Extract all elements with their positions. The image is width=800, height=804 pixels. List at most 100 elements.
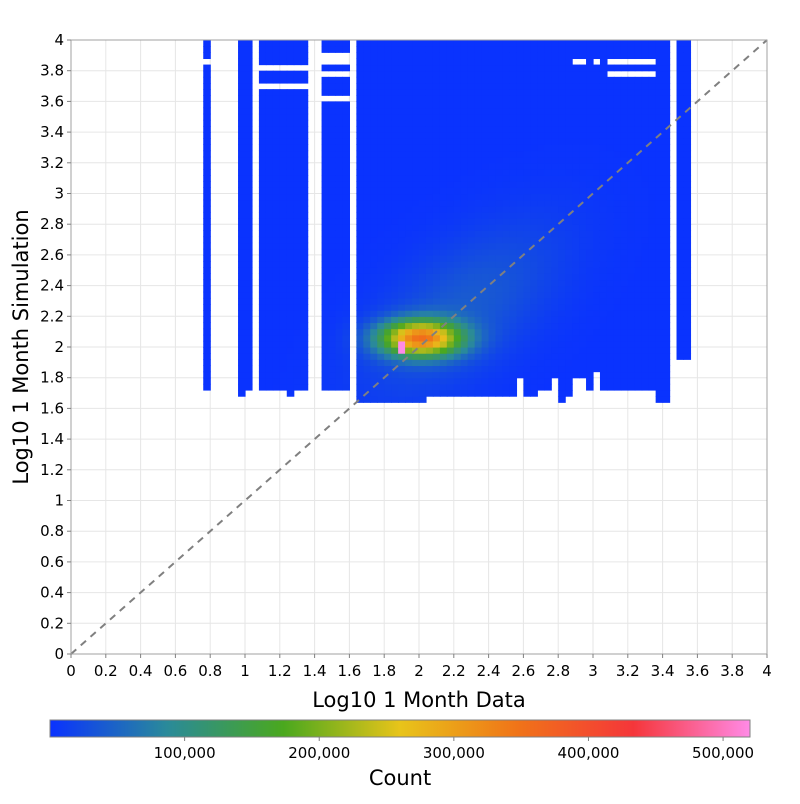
heatmap-cell	[412, 40, 420, 47]
heatmap-cell	[321, 310, 330, 317]
heatmap-cell	[495, 187, 504, 195]
heatmap-cell	[530, 285, 538, 293]
heatmap-cell	[481, 101, 490, 109]
heatmap-cell	[398, 101, 406, 109]
heatmap-cell	[398, 389, 406, 397]
heatmap-cell	[453, 156, 462, 164]
heatmap-cell	[405, 261, 413, 268]
heatmap-cell	[530, 193, 538, 201]
heatmap-cell	[328, 261, 337, 268]
heatmap-cell	[460, 316, 469, 324]
x-tick-label: 3.4	[651, 662, 675, 680]
heatmap-cell	[655, 377, 664, 385]
heatmap-cell	[258, 46, 267, 53]
heatmap-cell	[613, 181, 622, 188]
heatmap-cell	[272, 242, 281, 250]
heatmap-cell	[627, 218, 636, 225]
heatmap-cell	[551, 162, 559, 170]
heatmap-cell	[558, 132, 566, 139]
heatmap-cell	[606, 101, 615, 109]
heatmap-cell	[544, 64, 552, 72]
heatmap-cell	[599, 107, 608, 115]
heatmap-cell	[293, 347, 302, 354]
heatmap-cell	[335, 89, 344, 96]
heatmap-cell	[460, 322, 469, 330]
heatmap-cell	[245, 353, 253, 360]
heatmap-cell	[245, 347, 253, 354]
heatmap-cell	[377, 138, 385, 145]
heatmap-cell	[328, 64, 337, 72]
heatmap-cell	[613, 242, 622, 250]
heatmap-cell	[648, 242, 657, 250]
heatmap-cell	[238, 224, 246, 231]
heatmap-cell	[391, 396, 399, 403]
heatmap-cell	[398, 316, 406, 324]
heatmap-cell	[641, 224, 650, 231]
heatmap-cell	[544, 279, 552, 287]
heatmap-cell	[286, 193, 295, 201]
heatmap-cell	[328, 285, 337, 293]
heatmap-cell	[439, 365, 448, 373]
heatmap-cell	[593, 113, 601, 121]
heatmap-cell	[245, 70, 253, 78]
heatmap-cell	[565, 95, 573, 102]
heatmap-cell	[203, 113, 211, 121]
heatmap-cell	[398, 261, 406, 268]
heatmap-cell	[599, 46, 608, 53]
heatmap-cell	[460, 187, 469, 195]
heatmap-cell	[586, 156, 594, 164]
heatmap-cell	[425, 322, 434, 330]
heatmap-cell	[377, 218, 385, 225]
heatmap-cell	[328, 107, 337, 115]
heatmap-cell	[258, 113, 267, 121]
heatmap-cell	[300, 267, 309, 274]
heatmap-cell	[439, 211, 448, 219]
heatmap-cell	[398, 224, 406, 231]
heatmap-cell	[356, 248, 364, 256]
heatmap-cell	[203, 261, 211, 268]
heatmap-cell	[523, 340, 531, 348]
heatmap-cell	[599, 175, 608, 182]
heatmap-cell	[551, 261, 559, 268]
heatmap-cell	[425, 40, 434, 47]
heatmap-cell	[405, 273, 413, 281]
heatmap-cell	[412, 285, 420, 293]
heatmap-cell	[634, 156, 643, 164]
heatmap-cell	[238, 76, 246, 84]
heatmap-cell	[551, 76, 559, 84]
heatmap-cell	[655, 64, 664, 72]
heatmap-cell	[488, 248, 497, 256]
heatmap-cell	[460, 334, 469, 342]
heatmap-cell	[439, 316, 448, 324]
heatmap-cell	[676, 175, 685, 182]
heatmap-cell	[432, 46, 441, 53]
heatmap-cell	[203, 132, 211, 139]
heatmap-cell	[245, 95, 253, 102]
heatmap-cell	[565, 64, 573, 72]
heatmap-cell	[474, 89, 483, 96]
heatmap-cell	[272, 76, 281, 84]
heatmap-cell	[258, 150, 267, 158]
heatmap-cell	[342, 328, 350, 336]
heatmap-cell	[363, 187, 371, 195]
heatmap-cell	[544, 310, 552, 317]
heatmap-cell	[516, 242, 524, 250]
heatmap-cell	[439, 70, 448, 78]
heatmap-cell	[523, 119, 531, 127]
heatmap-cell	[419, 310, 427, 317]
heatmap-cell	[328, 132, 337, 139]
heatmap-cell	[300, 285, 309, 293]
heatmap-cell	[279, 113, 288, 121]
heatmap-cell	[384, 310, 392, 317]
heatmap-cell	[530, 267, 538, 274]
heatmap-cell	[516, 58, 524, 66]
heatmap-cell	[509, 89, 518, 96]
heatmap-cell	[516, 279, 524, 287]
heatmap-cell	[398, 181, 406, 188]
heatmap-cell	[238, 322, 246, 330]
heatmap-cell	[655, 175, 664, 182]
heatmap-cell	[627, 230, 636, 238]
heatmap-cell	[419, 89, 427, 96]
heatmap-cell	[544, 383, 552, 391]
x-tick-label: 0	[66, 662, 76, 680]
